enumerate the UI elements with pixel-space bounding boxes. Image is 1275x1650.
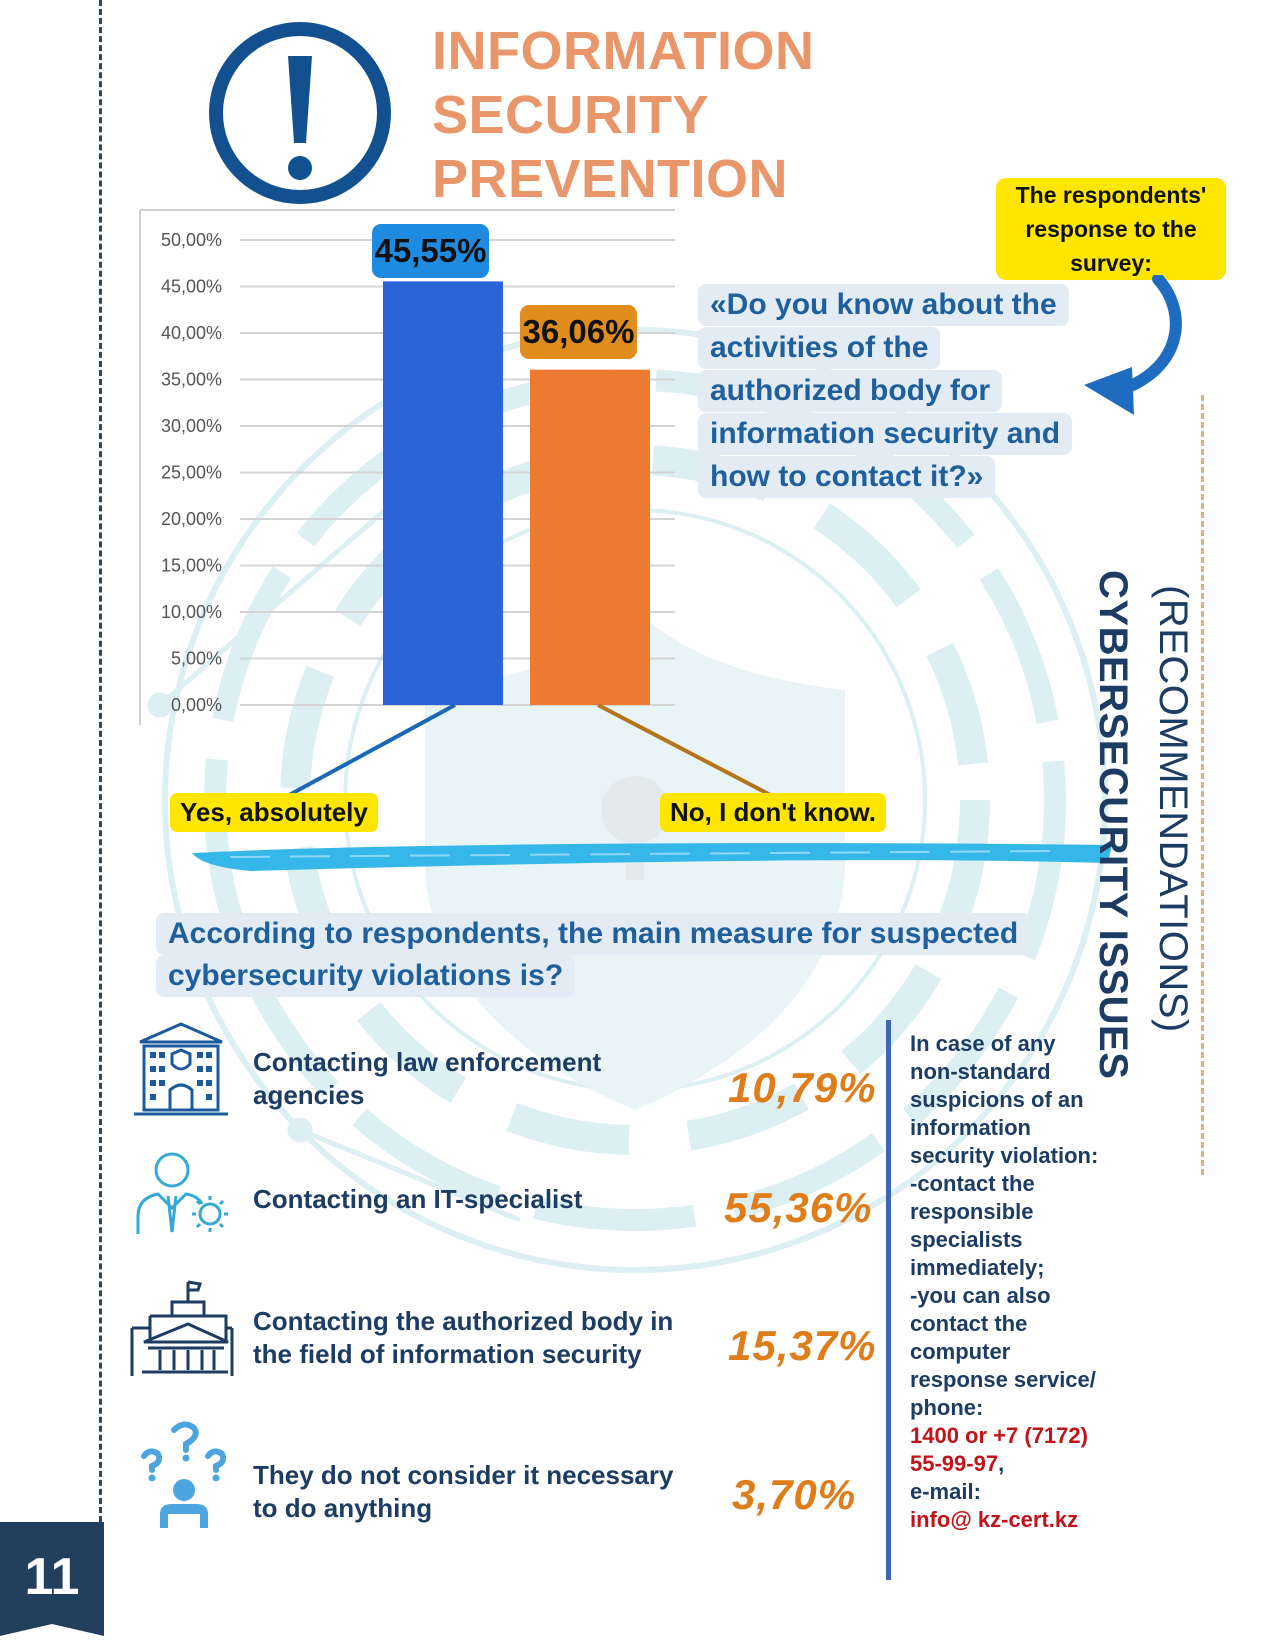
brush-stroke-divider bbox=[192, 843, 1112, 871]
y-tick-label: 30,00% bbox=[161, 416, 222, 436]
connector-no bbox=[597, 703, 781, 802]
note-line: phone: bbox=[910, 1395, 984, 1420]
measure-label-authorized-body: Contacting the authorized body in the fi… bbox=[253, 1305, 673, 1371]
email-link[interactable]: info@ kz-cert.kz bbox=[910, 1507, 1079, 1532]
note-line: response service/ bbox=[910, 1367, 1096, 1392]
bar-value-label-yes: 45,55% bbox=[372, 224, 489, 278]
y-tick-label: 20,00% bbox=[161, 509, 222, 529]
it-specialist-icon bbox=[136, 1152, 228, 1234]
side-subtitle: (RECOMMENDATIONS) bbox=[1151, 585, 1195, 1033]
email-label: e-mail: bbox=[910, 1479, 981, 1504]
y-tick-label: 15,00% bbox=[161, 556, 222, 576]
measure-value-law-enforcement: 10,79% bbox=[728, 1064, 877, 1111]
left-dashed-border bbox=[99, 0, 102, 1522]
phone-number-line-1: 1400 or +7 (7172) bbox=[910, 1423, 1088, 1448]
phone-number-line-2: 55-99-97 bbox=[910, 1451, 999, 1476]
note-line: specialists bbox=[910, 1227, 1023, 1252]
measure-label-line: Contacting the authorized body in bbox=[253, 1306, 674, 1336]
note-line: computer bbox=[910, 1339, 1011, 1364]
note-line: security violation: bbox=[910, 1143, 1099, 1168]
bar-yes bbox=[383, 281, 503, 705]
respondents-label-line-2: response to the bbox=[1025, 216, 1197, 242]
measure-label-line: the field of information security bbox=[253, 1339, 642, 1369]
y-tick-label: 40,00% bbox=[161, 323, 222, 343]
respondents-label-line-3: survey: bbox=[1070, 250, 1152, 276]
note-line: -contact the bbox=[910, 1171, 1035, 1196]
note-line: non-standard bbox=[910, 1059, 1051, 1084]
measure-label-law-enforcement: Contacting law enforcement agencies bbox=[253, 1046, 601, 1112]
page-number: 11 bbox=[24, 1548, 80, 1606]
connector-yes bbox=[279, 703, 456, 802]
curved-arrow-icon bbox=[1084, 275, 1182, 415]
measure-label-line: Contacting law enforcement bbox=[253, 1047, 602, 1077]
page-title-line-1: INFORMATION bbox=[432, 21, 815, 81]
note-line: suspicions of an bbox=[910, 1087, 1084, 1112]
note-line: -you can also bbox=[910, 1283, 1051, 1308]
bar-value-label-no: 36,06% bbox=[520, 305, 637, 359]
category-label-no: No, I don't know. bbox=[660, 793, 886, 832]
measure-label-line: Contacting an IT-specialist bbox=[253, 1184, 583, 1214]
y-tick-label: 0,00% bbox=[171, 695, 222, 715]
y-tick-label: 5,00% bbox=[171, 649, 222, 669]
bar-no bbox=[530, 369, 650, 705]
note-line: information bbox=[910, 1115, 1031, 1140]
category-connectors bbox=[279, 703, 781, 802]
note-vertical-rule bbox=[886, 1020, 891, 1580]
confused-person-icon bbox=[141, 1421, 227, 1528]
y-tick-label: 10,00% bbox=[161, 602, 222, 622]
recommendation-note: In case of any non-standard suspicions o… bbox=[910, 1030, 1120, 1534]
y-tick-label: 50,00% bbox=[161, 230, 222, 250]
question-line-1: «Do you know about the bbox=[698, 284, 1069, 326]
page-title-line-3: PREVENTION bbox=[432, 149, 789, 209]
measure-value-it-specialist: 55,36% bbox=[724, 1184, 873, 1231]
page-title-line-2: SECURITY bbox=[432, 85, 710, 145]
question-line-4: information security and bbox=[698, 413, 1073, 455]
y-tick-label: 45,00% bbox=[161, 277, 222, 297]
measure-label-line: agencies bbox=[253, 1080, 365, 1110]
y-tick-label: 25,00% bbox=[161, 463, 222, 483]
section-question-line-2: cybersecurity violations is? bbox=[156, 955, 576, 997]
tab-notch bbox=[0, 1624, 104, 1650]
government-building-icon bbox=[130, 1280, 234, 1376]
note-line: immediately; bbox=[910, 1255, 1045, 1280]
respondents-label: The respondents' response to the survey: bbox=[996, 178, 1226, 280]
note-line: responsible bbox=[910, 1199, 1034, 1224]
side-dashed-rule bbox=[1201, 395, 1204, 1175]
measure-label-do-nothing: They do not consider it necessary to do … bbox=[253, 1459, 673, 1525]
measure-value-do-nothing: 3,70% bbox=[732, 1471, 857, 1518]
category-label-yes: Yes, absolutely bbox=[170, 793, 378, 832]
page-tab bbox=[0, 1522, 104, 1650]
question-line-5: how to contact it?» bbox=[698, 456, 996, 498]
police-building-icon bbox=[134, 1022, 228, 1116]
y-tick-label: 35,00% bbox=[161, 370, 222, 390]
side-title: CYBERSECURITY ISSUES bbox=[1091, 570, 1135, 1080]
section-question-line-1: According to respondents, the main measu… bbox=[156, 913, 1031, 955]
exclamation-icon bbox=[209, 22, 391, 204]
measure-label-line: to do anything bbox=[253, 1493, 433, 1523]
measure-value-authorized-body: 15,37% bbox=[728, 1322, 877, 1369]
respondents-label-line-1: The respondents' bbox=[1015, 182, 1207, 208]
survey-bar-chart: 0,00% 5,00% 10,00% 15,00% 20,00% 25,00% 30,00%… bbox=[139, 209, 675, 725]
measure-label-it-specialist: Contacting an IT-specialist bbox=[253, 1183, 582, 1216]
phone-comma: , bbox=[998, 1451, 1005, 1476]
question-line-3: authorized body for bbox=[698, 370, 1002, 412]
note-line: contact the bbox=[910, 1311, 1028, 1336]
measure-label-line: They do not consider it necessary bbox=[253, 1460, 674, 1490]
question-line-2: activities of the bbox=[698, 327, 941, 369]
note-line: In case of any bbox=[910, 1031, 1056, 1056]
